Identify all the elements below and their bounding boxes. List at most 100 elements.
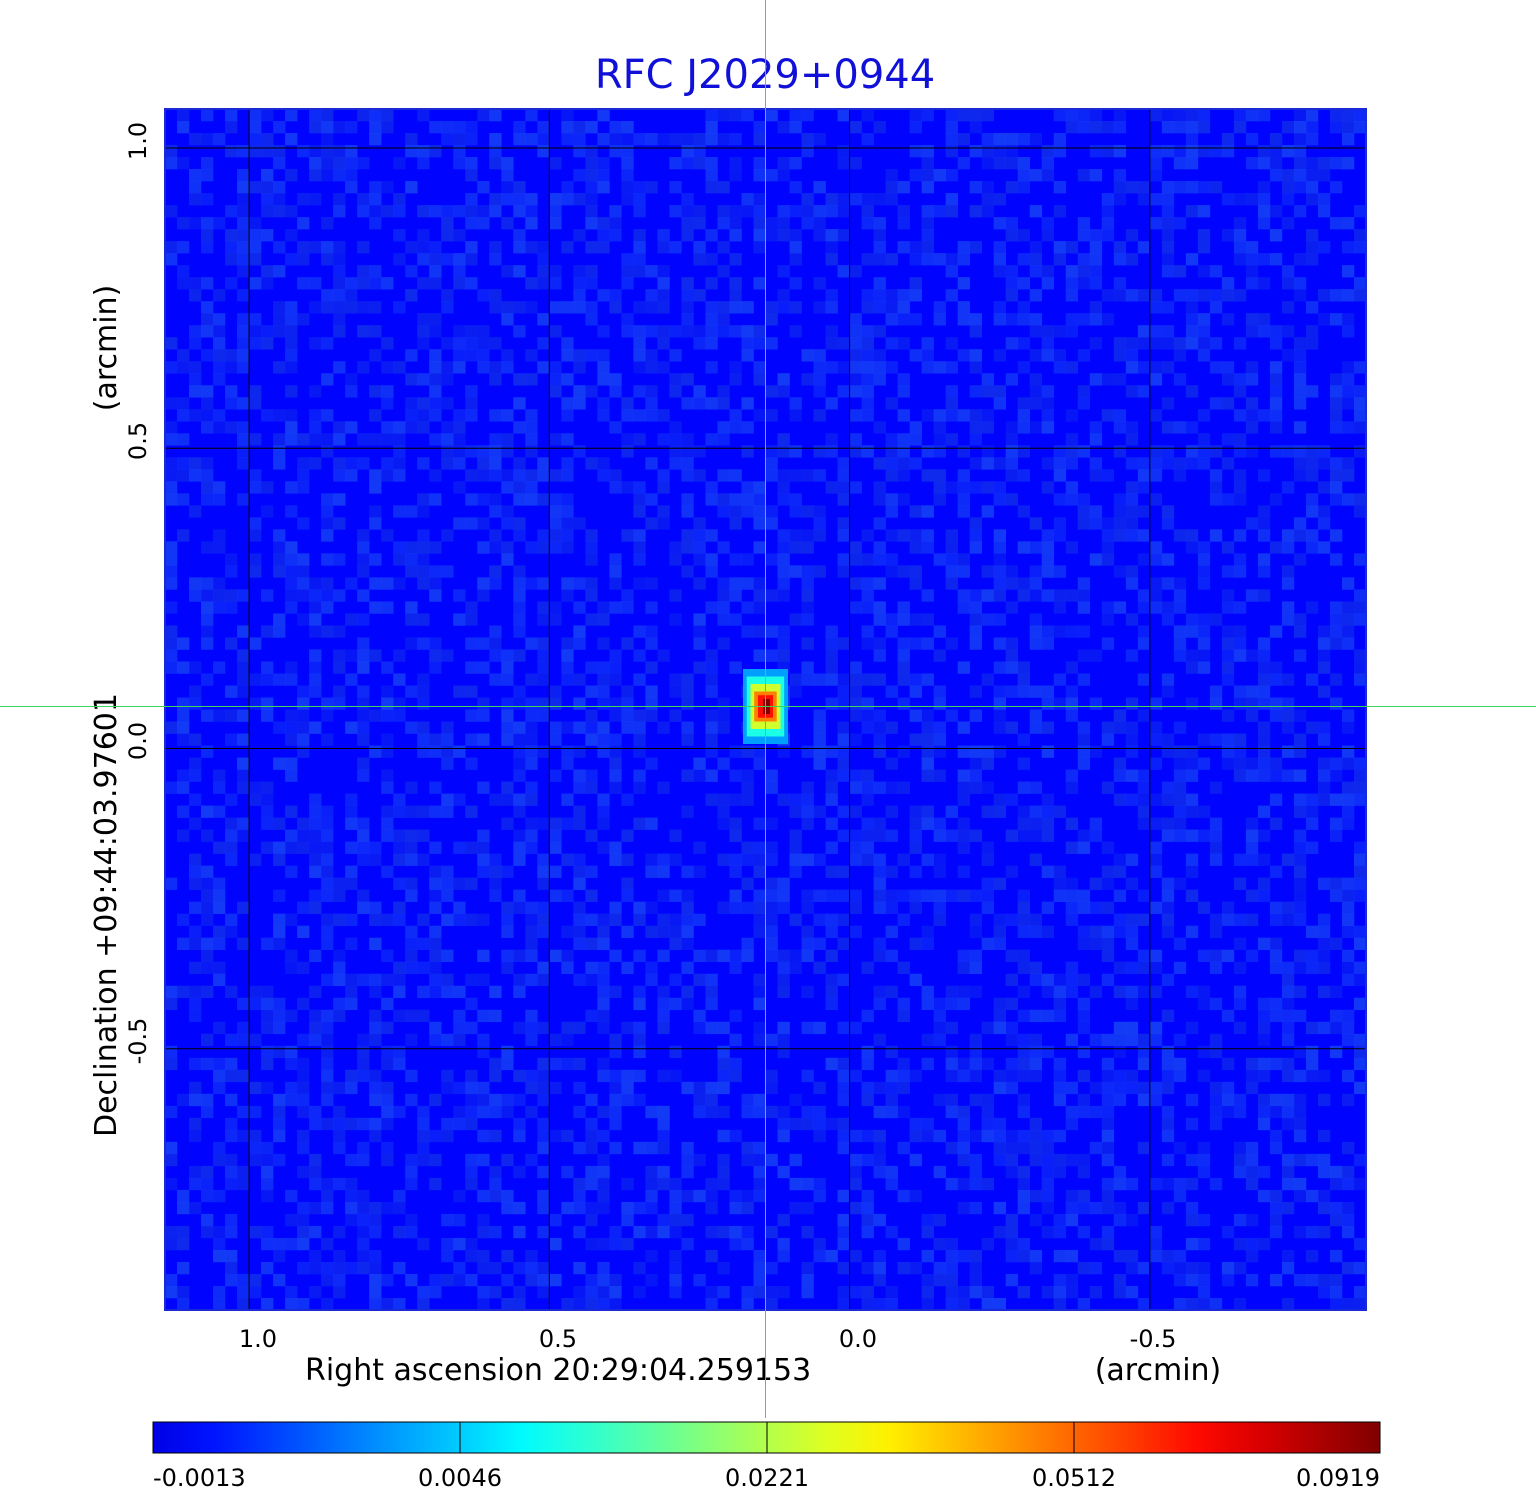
heatmap-noise-cell	[177, 1225, 190, 1239]
heatmap-noise-cell	[921, 229, 934, 242]
heatmap-noise-cell	[1077, 1261, 1091, 1275]
heatmap-noise-cell	[645, 289, 658, 302]
colorbar-ticks: -0.0013 0.0046 0.0221 0.0512 0.0919	[153, 1422, 1380, 1492]
heatmap-noise-cell	[693, 913, 706, 926]
heatmap-noise-cell	[825, 673, 838, 686]
heatmap-noise-cell	[597, 157, 610, 170]
heatmap-noise-cell	[1173, 1261, 1187, 1275]
heatmap-noise-cell	[213, 1249, 226, 1263]
heatmap-noise-cell	[477, 589, 490, 602]
heatmap-noise-cell	[441, 1033, 454, 1047]
heatmap-noise-cell	[213, 601, 226, 614]
heatmap-noise-cell	[717, 577, 730, 590]
heatmap-noise-cell	[729, 301, 742, 314]
heatmap-noise-cell	[753, 241, 766, 254]
heatmap-noise-cell	[309, 1165, 322, 1179]
heatmap-noise-cell	[765, 781, 778, 794]
heatmap-noise-cell	[261, 937, 274, 950]
heatmap-noise-cell	[1341, 613, 1355, 626]
heatmap-noise-cell	[405, 925, 418, 938]
heatmap-noise-cell	[945, 1177, 958, 1191]
heatmap-noise-cell	[429, 241, 442, 254]
heatmap-noise-cell	[273, 913, 286, 926]
heatmap-noise-cell	[873, 253, 886, 266]
heatmap-noise-cell	[1197, 1285, 1211, 1299]
heatmap-noise-cell	[681, 469, 694, 482]
heatmap-noise-cell	[1137, 781, 1151, 794]
heatmap-noise-cell	[1041, 721, 1055, 734]
heatmap-noise-cell	[1053, 205, 1067, 218]
heatmap-noise-cell	[969, 589, 982, 602]
heatmap-noise-cell	[501, 781, 514, 794]
heatmap-noise-cell	[501, 505, 514, 518]
heatmap-noise-cell	[1161, 1009, 1175, 1023]
heatmap-noise-cell	[813, 349, 826, 362]
heatmap-noise-cell	[1245, 373, 1259, 386]
heatmap-noise-cell	[189, 865, 202, 878]
heatmap-noise-cell	[1341, 1033, 1355, 1047]
heatmap-noise-cell	[1281, 973, 1295, 987]
heatmap-noise-cell	[1101, 781, 1115, 794]
heatmap-noise-cell	[1149, 793, 1163, 806]
heatmap-noise-cell	[633, 1285, 646, 1299]
heatmap-noise-cell	[705, 133, 718, 146]
heatmap-noise-cell	[1245, 841, 1259, 854]
heatmap-noise-cell	[825, 625, 838, 638]
heatmap-noise-cell	[1125, 421, 1139, 434]
heatmap-noise-cell	[357, 901, 370, 914]
heatmap-noise-cell	[1233, 1021, 1247, 1035]
heatmap-noise-cell	[357, 1045, 370, 1059]
heatmap-noise-cell	[897, 697, 910, 710]
heatmap-noise-cell	[621, 1069, 634, 1083]
heatmap-noise-cell	[1209, 397, 1223, 410]
heatmap-noise-cell	[933, 649, 946, 662]
heatmap-noise-cell	[1317, 625, 1331, 638]
heatmap-noise-cell	[1233, 217, 1247, 230]
heatmap-noise-cell	[513, 1201, 526, 1215]
heatmap-noise-cell	[189, 409, 202, 422]
heatmap-noise-cell	[585, 1093, 598, 1107]
heatmap-noise-cell	[1053, 625, 1067, 638]
heatmap-noise-cell	[1341, 745, 1355, 758]
heatmap-noise-cell	[429, 745, 442, 758]
heatmap-noise-cell	[945, 265, 958, 278]
heatmap-noise-cell	[1161, 421, 1175, 434]
heatmap-noise-cell	[393, 709, 406, 722]
heatmap-noise-cell	[777, 961, 790, 975]
heatmap-noise-cell	[1017, 733, 1031, 746]
heatmap-noise-cell	[1101, 121, 1115, 134]
heatmap-noise-cell	[693, 541, 706, 554]
heatmap-noise-cell	[657, 433, 670, 446]
heatmap-noise-cell	[1353, 889, 1367, 902]
heatmap-noise-cell	[273, 1009, 286, 1023]
heatmap-noise-cell	[777, 1165, 790, 1179]
heatmap-noise-cell	[945, 1297, 958, 1311]
heatmap-noise-cell	[165, 1141, 178, 1155]
heatmap-noise-cell	[1329, 1297, 1343, 1311]
heatmap-noise-cell	[201, 1093, 214, 1107]
heatmap-noise-cell	[1089, 745, 1103, 758]
heatmap-noise-cell	[573, 1141, 586, 1155]
heatmap-noise-cell	[1065, 457, 1079, 470]
heatmap-noise-cell	[1173, 649, 1187, 662]
heatmap-noise-cell	[597, 397, 610, 410]
heatmap-noise-cell	[381, 1093, 394, 1107]
heatmap-noise-cell	[1257, 181, 1271, 194]
heatmap-noise-cell	[237, 661, 250, 674]
heatmap-noise-cell	[225, 109, 238, 122]
heatmap-noise-cell	[1185, 649, 1199, 662]
heatmap-noise-cell	[369, 937, 382, 950]
heatmap-noise-cell	[333, 193, 346, 206]
heatmap-noise-cell	[1029, 805, 1043, 818]
heatmap-noise-cell	[945, 253, 958, 266]
heatmap-noise-cell	[801, 1105, 814, 1119]
heatmap-noise-cell	[309, 157, 322, 170]
heatmap-noise-cell	[177, 361, 190, 374]
heatmap-noise-cell	[1149, 157, 1163, 170]
heatmap-noise-cell	[1125, 925, 1139, 938]
heatmap-noise-cell	[657, 1129, 670, 1143]
heatmap-noise-cell	[1113, 709, 1127, 722]
heatmap-noise-cell	[585, 781, 598, 794]
heatmap-noise-cell	[1065, 109, 1079, 122]
heatmap-noise-cell	[981, 565, 994, 578]
